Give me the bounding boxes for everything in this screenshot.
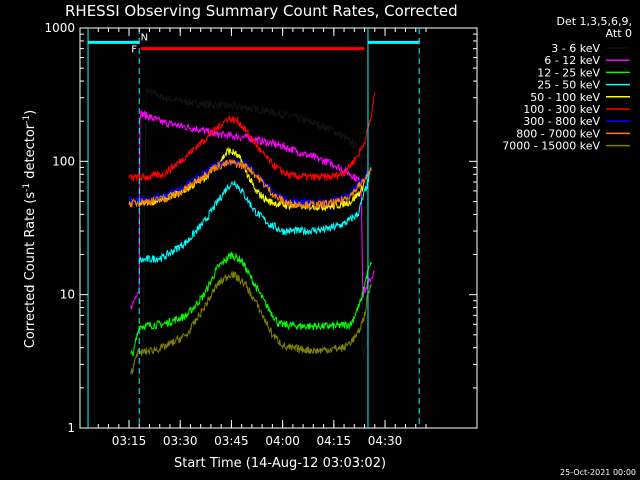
legend-label-3: 25 - 50 keV: [537, 79, 600, 92]
y-axis-label-main: Corrected Count Rate (s: [23, 192, 38, 349]
y-tick-label-3: 1000: [44, 21, 75, 35]
series-line-5: [128, 92, 376, 182]
y-axis-label-mid: detector: [23, 123, 38, 183]
y-axis-label: Corrected Count Rate (s-1 detector-1): [22, 110, 38, 348]
night-label: N: [141, 32, 148, 43]
legend-label-8: 7000 - 15000 keV: [502, 140, 600, 153]
series-line-3: [138, 166, 372, 264]
series-line-2: [130, 251, 372, 357]
y-axis-label-sup-2: -1: [22, 115, 32, 124]
x-tick-label-4: 04:15: [317, 434, 352, 448]
date-stamp: 25-Oct-2021 00:00: [560, 468, 636, 477]
legend-label-0: 3 - 6 keV: [551, 42, 600, 55]
x-tick-label-1: 03:30: [163, 434, 198, 448]
attenuator-label: F: [131, 45, 137, 56]
x-tick-label-5: 04:30: [368, 434, 403, 448]
x-tick-label-2: 03:45: [214, 434, 249, 448]
y-tick-label-0: 1: [67, 421, 75, 435]
x-tick-label-0: 03:15: [112, 434, 147, 448]
legend-header-line-2: Att 0: [606, 27, 632, 40]
chart-title: RHESSI Observing Summary Count Rates, Co…: [65, 2, 458, 20]
y-axis-label-end: ): [23, 110, 38, 115]
y-tick-label-1: 10: [60, 288, 75, 302]
series-line-7: [128, 159, 372, 211]
plot-frame: [79, 27, 478, 429]
legend-label-4: 50 - 100 keV: [530, 91, 600, 104]
legend-header-line-1: Det 1,3,5,6,9,: [556, 15, 632, 28]
plot-area: FN 1 10 100 1000 03:15 03:30 03:45 04:00 04:15 04:…: [44, 21, 478, 448]
x-axis-label: Start Time (14-Aug-12 03:03:02): [174, 456, 386, 471]
legend-label-1: 6 - 12 keV: [544, 54, 600, 67]
series-line-0: [138, 87, 372, 409]
x-tick-label-3: 04:00: [265, 434, 300, 448]
y-axis-label-sup-1: -1: [22, 183, 32, 192]
legend-label-2: 12 - 25 keV: [537, 66, 600, 79]
legend-label-6: 300 - 800 keV: [523, 115, 600, 128]
legend-label-7: 800 - 7000 keV: [516, 127, 600, 140]
legend-label-5: 100 - 300 keV: [523, 103, 600, 116]
y-tick-label-2: 100: [52, 154, 75, 168]
series-line-8: [130, 271, 372, 375]
